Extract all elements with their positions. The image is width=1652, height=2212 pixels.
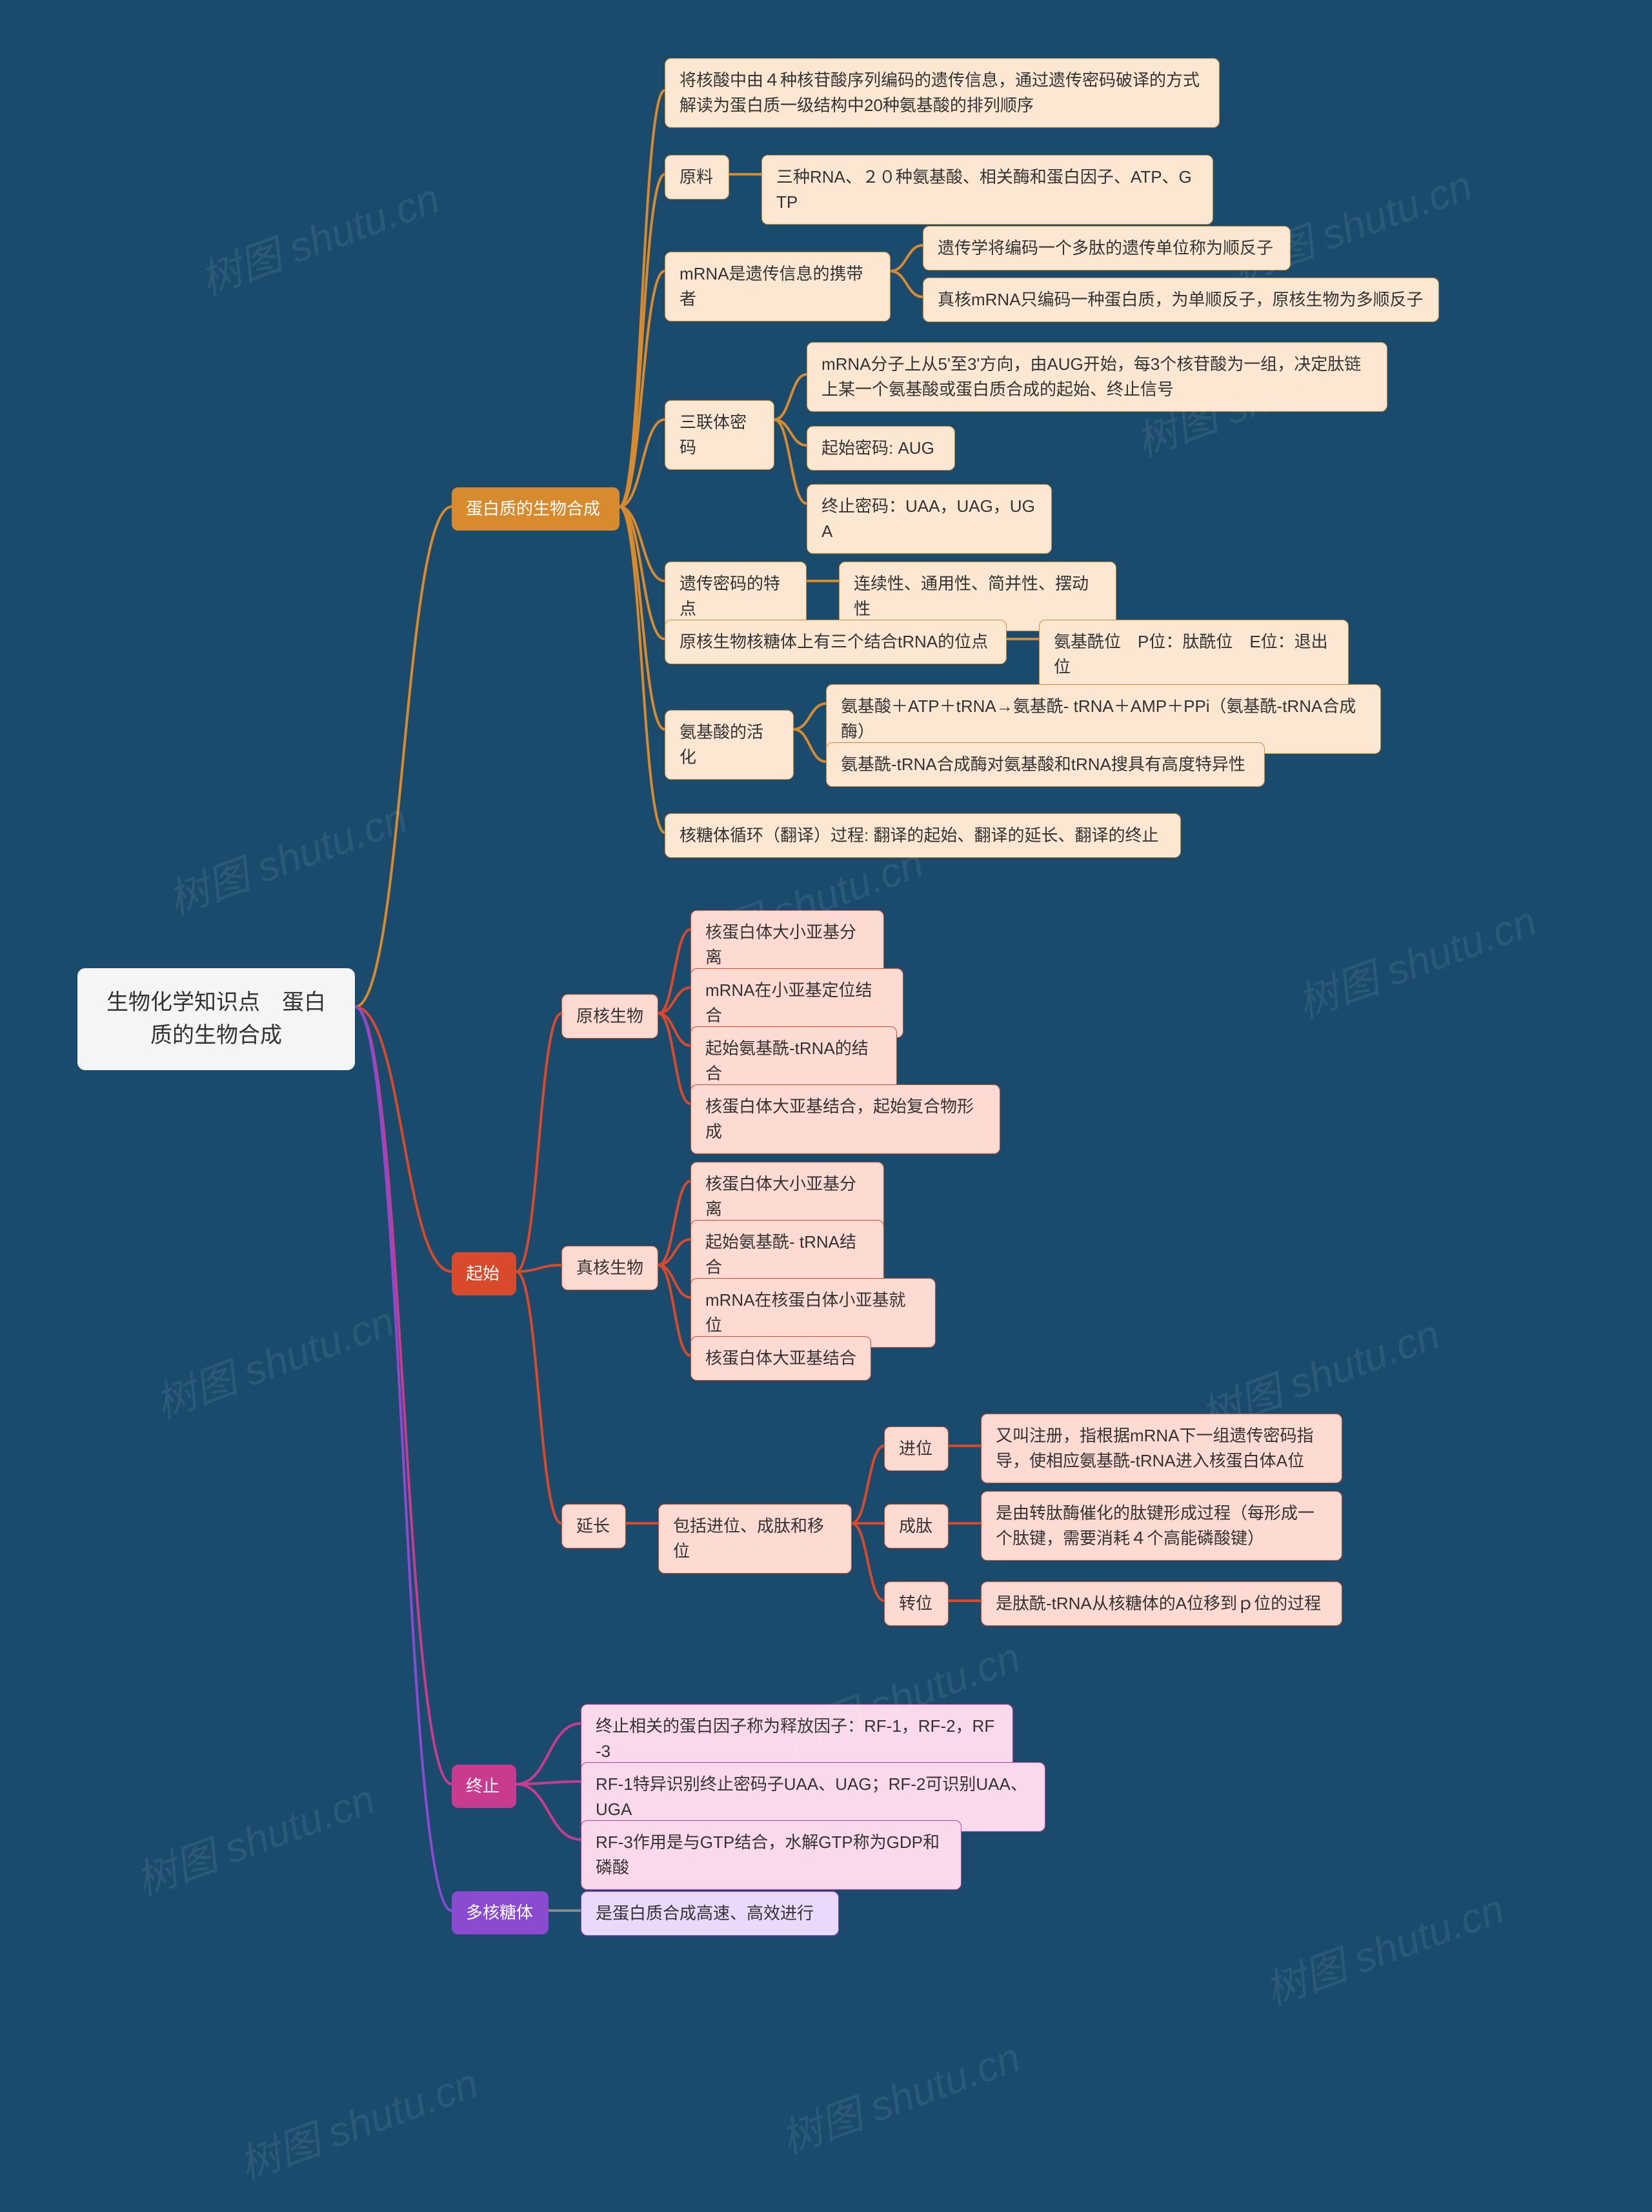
mindmap-node-root[interactable]: 生物化学知识点 蛋白质的生物合成	[77, 968, 355, 1070]
connector-r3a-r3a1	[852, 1446, 884, 1523]
mindmap-node-b4[interactable]: 多核糖体	[452, 1891, 549, 1934]
mindmap-node-p3[interactable]: RF-3作用是与GTP结合，水解GTP称为GDP和磷酸	[581, 1820, 962, 1890]
mindmap-node-r3[interactable]: 延长	[561, 1504, 626, 1548]
mindmap-node-o2a[interactable]: 三种RNA、２０种氨基酸、相关酶和蛋白因子、ATP、GTP	[761, 155, 1213, 225]
mindmap-node-o6[interactable]: 原核生物核糖体上有三个结合tRNA的位点	[665, 620, 1007, 664]
connector-b2-r3	[516, 1272, 561, 1523]
mindmap-node-b3[interactable]: 终止	[452, 1765, 516, 1808]
mindmap-node-r1[interactable]: 原核生物	[561, 994, 658, 1039]
connector-o7-o7b	[794, 729, 826, 762]
connector-o7-o7a	[794, 704, 826, 729]
mindmap-node-o4a[interactable]: mRNA分子上从5ʹ至3ʹ方向，由AUG开始，每3个核苷酸为一组，决定肽链上某一…	[807, 342, 1387, 412]
connector-b3-p1	[516, 1723, 581, 1784]
mindmap-node-o3b[interactable]: 真核mRNA只编码一种蛋白质，为单顺反子，原核生物为多顺反子	[923, 278, 1439, 322]
connector-r3a-r3a3	[852, 1523, 884, 1601]
mindmap-node-o8[interactable]: 核糖体循环（翻译）过程: 翻译的起始、翻译的延长、翻译的终止	[665, 813, 1181, 858]
mindmap-node-o6a[interactable]: 氨基酰位 P位：肽酰位 E位：退出位	[1039, 620, 1349, 689]
connector-root-b2	[355, 1007, 452, 1272]
connector-o3-o3a	[891, 245, 923, 271]
connector-root-b3	[355, 1007, 452, 1784]
mindmap-node-r3a[interactable]: 包括进位、成肽和移位	[658, 1504, 852, 1574]
mindmap-node-r3a1t[interactable]: 又叫注册，指根据mRNA下一组遗传密码指导，使相应氨基酰-tRNA进入核蛋白体A…	[981, 1414, 1342, 1483]
connector-b3-p3	[516, 1784, 581, 1840]
mindmap-node-r3a3t[interactable]: 是肽酰-tRNA从核糖体的A位移到ｐ位的过程	[981, 1581, 1342, 1626]
mindmap-node-o7[interactable]: 氨基酸的活化	[665, 710, 794, 780]
mindmap-node-o4b[interactable]: 起始密码: AUG	[807, 426, 955, 471]
connector-b1-o1	[620, 90, 665, 507]
mindmap-node-r3a1[interactable]: 进位	[884, 1426, 949, 1471]
mindmap-node-o3a[interactable]: 遗传学将编码一个多肽的遗传单位称为顺反子	[923, 226, 1291, 270]
mindmap-node-r2[interactable]: 真核生物	[561, 1246, 658, 1290]
connector-o4-o4a	[774, 374, 807, 420]
mindmap-node-r3a2t[interactable]: 是由转肽酶催化的肽键形成过程（每形成一个肽键，需要消耗４个高能磷酸键）	[981, 1491, 1342, 1561]
mindmap-node-r2d[interactable]: 核蛋白体大亚基结合	[690, 1336, 871, 1381]
mindmap-node-r3a2[interactable]: 成肽	[884, 1504, 949, 1548]
mindmap-node-pu1[interactable]: 是蛋白质合成高速、高效进行	[581, 1891, 839, 1936]
mindmap-node-o2[interactable]: 原料	[665, 155, 729, 199]
mindmap-node-b1[interactable]: 蛋白质的生物合成	[452, 487, 620, 531]
mindmap-node-r1d[interactable]: 核蛋白体大亚基结合，起始复合物形成	[690, 1084, 1000, 1154]
mindmap-node-b2[interactable]: 起始	[452, 1252, 516, 1295]
mindmap-node-o4[interactable]: 三联体密码	[665, 400, 774, 470]
mindmap-node-o1[interactable]: 将核酸中由４种核苷酸序列编码的遗传信息，通过遗传密码破译的方式解读为蛋白质一级结…	[665, 58, 1220, 128]
connector-o3-o3b	[891, 271, 923, 297]
mindmap-node-o4c[interactable]: 终止密码：UAA，UAG，UGA	[807, 484, 1052, 554]
connector-b1-o8	[620, 507, 665, 833]
mindmap-node-o7b[interactable]: 氨基酰-tRNA合成酶对氨基酸和tRNA搜具有高度特异性	[826, 742, 1265, 787]
mindmap-node-o3[interactable]: mRNA是遗传信息的携带者	[665, 252, 891, 321]
connector-root-b1	[355, 507, 452, 1007]
connector-b1-o2	[620, 174, 665, 507]
connector-b2-r1	[516, 1013, 561, 1272]
mindmap-node-r3a3[interactable]: 转位	[884, 1581, 949, 1626]
